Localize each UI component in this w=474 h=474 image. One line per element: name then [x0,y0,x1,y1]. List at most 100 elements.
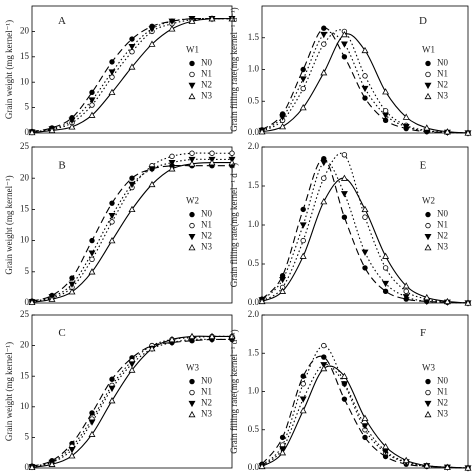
marker [321,175,327,181]
marker [340,191,348,198]
y-tick-label: 10 [20,76,30,86]
legend-title: W2 [186,196,199,206]
marker [341,54,348,60]
marker [423,124,431,131]
marker [128,361,136,368]
curve [261,161,469,304]
marker [208,332,216,340]
curve [31,338,233,467]
marker [382,252,390,259]
marker [299,252,307,259]
marker [424,410,432,418]
marker [402,124,410,131]
marker [208,158,216,166]
marker [68,446,76,454]
legend-label: N3 [201,242,212,252]
marker [424,400,432,408]
y-tick-label: 0 [25,297,30,307]
marker [209,150,215,156]
marker [148,40,156,47]
marker [88,250,96,257]
marker [258,128,266,135]
marker [168,25,176,32]
y-tick-label: 1.0 [248,219,260,229]
legend-label: N3 [201,91,212,101]
marker [403,288,409,294]
marker [299,222,307,229]
marker [128,205,136,213]
marker [341,214,348,220]
y-tick-label: 20 [20,172,30,182]
marker [148,26,156,33]
legend-title: W3 [422,363,435,373]
y-tick-label: 0.5 [248,424,260,434]
y-tick-label: 5 [25,266,30,276]
marker [89,256,95,263]
marker [128,181,136,189]
marker [279,123,287,130]
marker [148,345,156,352]
marker [68,452,76,459]
marker [188,400,196,408]
marker [279,276,287,284]
marker [362,73,368,79]
marker [299,396,307,403]
marker [279,449,287,456]
y-tick-label: 1.5 [248,32,260,42]
marker [464,129,472,136]
marker [88,430,96,437]
y-tick-label: 0.0 [248,127,260,137]
marker [300,85,306,92]
marker [464,464,472,471]
y-tick-label: 0.0 [248,462,260,472]
marker [362,95,368,101]
y-tick-label: 2.0 [248,309,260,319]
marker [188,160,196,167]
marker [425,211,431,218]
marker [424,92,432,100]
legend-title: W1 [186,45,199,55]
marker [425,378,431,385]
marker [188,82,196,90]
marker [69,275,75,281]
legend-label: N2 [437,80,448,90]
marker [361,85,369,93]
marker [258,462,266,470]
legend-label: N0 [437,376,448,386]
y-tick-label: 0.0 [248,297,260,307]
marker [423,293,431,301]
marker [188,17,196,24]
marker [89,410,95,416]
legend-label: N2 [201,231,212,241]
marker [48,460,56,467]
marker [382,442,390,450]
legend-label: N0 [437,58,448,68]
marker [321,342,327,349]
marker [68,288,76,295]
legend-label: N1 [437,220,448,230]
legend-label: N0 [201,376,212,386]
marker [258,297,266,305]
marker [108,88,116,95]
y-axis-label: Grain filling rate(mg kernel⁻¹ d⁻¹) [229,329,239,453]
marker [320,364,328,372]
y-tick-label: 1.0 [248,386,260,396]
y-tick-label: 10 [20,235,30,245]
legend-label: N2 [201,398,212,408]
marker [109,376,115,382]
panel-label: F [420,327,426,339]
marker [188,233,196,241]
marker [382,288,389,294]
marker [321,25,327,31]
marker [340,174,348,181]
legend-label: N0 [437,209,448,219]
y-tick-label: 5 [25,431,30,441]
y-tick-label: 15 [20,370,30,380]
marker [189,60,195,67]
marker [189,150,195,156]
marker [108,212,116,220]
curve [261,355,469,469]
marker [279,434,286,441]
legend-label: N2 [437,398,448,408]
